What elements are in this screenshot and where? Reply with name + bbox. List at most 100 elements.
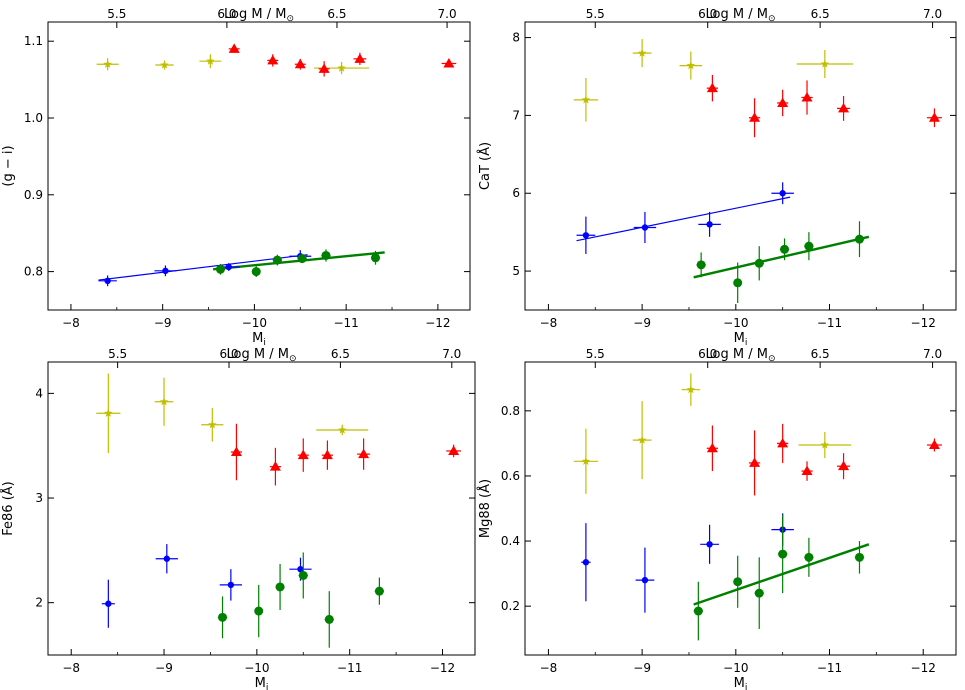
red-triangle-point [267, 54, 279, 65]
green-circle-point [298, 570, 308, 580]
red-triangle-point [801, 92, 813, 102]
red-triangle-point [928, 439, 940, 450]
green-circle-point [854, 234, 864, 244]
green-circle-point [321, 250, 331, 260]
y-axis-label: Mg88 (Å) [477, 479, 493, 538]
blue-circle-point [706, 541, 713, 548]
top-axis-label-sub: ⊙ [768, 354, 776, 364]
red-triangle-point [448, 445, 460, 455]
top-tick-label: 6.0 [217, 7, 236, 21]
top-tick-label: 6.0 [698, 347, 717, 361]
yellow-star-point [820, 440, 830, 449]
red-triangle-point [318, 63, 330, 73]
green-circle-point [733, 278, 743, 288]
x-tick-label: −12 [911, 661, 936, 675]
top-axis-label-sub: ⊙ [286, 14, 294, 24]
blue-circle-point [162, 267, 169, 275]
y-axis-label: (g − i) [1, 145, 16, 186]
yellow-star-point [637, 435, 647, 444]
y-tick-label: 5 [512, 264, 520, 278]
top-axis-label: Log M / M⊙ [706, 347, 776, 364]
red-triangle-point [321, 449, 333, 460]
y-tick-label: 2 [35, 596, 43, 610]
x-axis-label-sub: i [263, 338, 266, 348]
y-tick-label: 6 [512, 186, 520, 200]
red-triangle-point [838, 102, 850, 113]
panel-cat: −8 −9 −10 −11 −12 5.5 6.0 6.5 7.0 5 6 7 8 Mi Log M / M… [477, 7, 957, 348]
blue-circle-point [582, 232, 590, 239]
blue-circle-point [582, 559, 590, 566]
plot-frame [524, 21, 957, 311]
blue-circle-point [104, 277, 111, 285]
y-tick-label: 8 [512, 31, 520, 45]
red-triangle-point [801, 465, 813, 476]
y-tick-label: 4 [35, 386, 43, 400]
x-tick-label: −11 [817, 661, 842, 675]
y-tick-label: 0.8 [24, 265, 43, 279]
x-tick-label: −11 [817, 316, 842, 330]
green-circle-point [254, 606, 264, 616]
y-tick-label: 3 [35, 491, 43, 505]
green-circle-point [324, 614, 334, 624]
yellow-star-point [581, 95, 591, 104]
x-tick-label: −12 [425, 316, 450, 330]
green-circle-point [804, 552, 814, 562]
top-tick-label: 6.5 [331, 347, 350, 361]
top-tick-label: 7.0 [442, 347, 461, 361]
top-axis-label: Log M / M⊙ [706, 7, 776, 24]
red-triangle-point [230, 446, 242, 456]
x-axis-label-sub: i [745, 683, 748, 690]
top-tick-label: 5.5 [586, 7, 605, 21]
green-circle-point [804, 241, 814, 251]
green-circle-point [733, 577, 743, 587]
x-axis-label: Mi [255, 676, 269, 690]
x-tick-label: −9 [155, 661, 173, 675]
green-circle-point [854, 552, 864, 562]
y-axis-label: Fe86 (Å) [0, 481, 16, 535]
green-circle-point [275, 582, 285, 592]
red-triangle-point [706, 82, 718, 93]
red-triangle-point [838, 460, 850, 471]
x-axis-label: Mi [734, 331, 748, 348]
red-triangle-point [777, 437, 789, 448]
red-triangle-point [749, 112, 761, 122]
x-tick-label: −8 [540, 661, 558, 675]
yellow-star-point [686, 61, 696, 70]
red-triangle-point [358, 448, 370, 459]
green-circle-point [215, 264, 225, 274]
x-tick-label: −8 [62, 316, 80, 330]
blue-circle-point [641, 576, 649, 584]
top-axis-label-sub: ⊙ [768, 14, 776, 24]
yellow-star-point [337, 425, 347, 434]
green-circle-point [778, 549, 788, 559]
blue-circle-point [227, 581, 235, 589]
panel-fe86: −8 −9 −10 −11 −12 5.5 6.0 6.5 7.0 2 3 4 Mi Log M / M⊙… [0, 347, 476, 690]
green-circle-point [251, 267, 261, 277]
red-triangle-point [228, 43, 240, 53]
green-fit-line [693, 235, 870, 279]
top-axis-label-sub: ⊙ [289, 354, 297, 364]
x-tick-label: −9 [154, 316, 172, 330]
yellow-star-point [208, 420, 217, 429]
x-tick-label: −9 [633, 661, 651, 675]
y-tick-label: 1.1 [24, 34, 43, 48]
x-tick-label: −11 [333, 316, 358, 330]
red-triangle-point [269, 461, 281, 471]
top-axis-label: Log M / M⊙ [227, 347, 297, 364]
red-triangle-point [928, 112, 940, 122]
red-triangle-point [354, 53, 366, 63]
red-triangle-point [777, 97, 789, 107]
x-axis-label-sub: i [266, 683, 269, 690]
top-tick-label: 6.0 [219, 347, 238, 361]
green-circle-point [371, 253, 381, 263]
y-tick-label: 0.9 [24, 188, 43, 202]
top-tick-label: 6.5 [327, 7, 346, 21]
x-axis-label-sub: i [745, 338, 748, 348]
x-tick-label: −12 [911, 316, 936, 330]
blue-circle-point [779, 190, 786, 197]
green-circle-point [374, 586, 384, 596]
green-circle-point [754, 258, 764, 268]
red-triangle-point [749, 457, 761, 467]
y-tick-label: 7 [512, 108, 520, 122]
